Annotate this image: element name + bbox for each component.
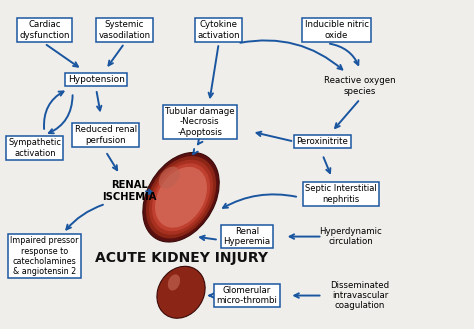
Text: Tubular damage
-Necrosis
-Apoptosis: Tubular damage -Necrosis -Apoptosis — [165, 107, 235, 137]
Text: Cytokine
activation: Cytokine activation — [198, 20, 240, 40]
Text: Hyperdynamic
circulation: Hyperdynamic circulation — [319, 227, 382, 246]
Ellipse shape — [159, 166, 180, 189]
Text: Impaired pressor
response to
catecholamines
& angiotensin 2: Impaired pressor response to catecholami… — [10, 236, 79, 276]
Text: Peroxinitrite: Peroxinitrite — [297, 137, 348, 146]
Ellipse shape — [149, 160, 213, 235]
Text: Inducible nitric
oxide: Inducible nitric oxide — [305, 20, 369, 40]
Text: RENAL
ISCHEMIA: RENAL ISCHEMIA — [102, 180, 156, 201]
Ellipse shape — [143, 153, 219, 242]
Text: Cardiac
dysfunction: Cardiac dysfunction — [19, 20, 70, 40]
Text: Glomerular
micro-thrombi: Glomerular micro-thrombi — [217, 286, 277, 305]
Ellipse shape — [168, 274, 180, 291]
Ellipse shape — [157, 266, 205, 318]
Text: Disseminated
intravascular
coagulation: Disseminated intravascular coagulation — [330, 281, 390, 311]
Text: Systemic
vasodilation: Systemic vasodilation — [99, 20, 151, 40]
Text: Septic Interstitial
nephritis: Septic Interstitial nephritis — [305, 184, 377, 204]
Ellipse shape — [146, 156, 216, 239]
Ellipse shape — [152, 163, 210, 231]
Text: Hypotension: Hypotension — [68, 75, 125, 84]
Text: Sympathetic
activation: Sympathetic activation — [9, 139, 61, 158]
Text: Renal
Hyperemia: Renal Hyperemia — [223, 227, 271, 246]
Text: ACUTE KIDNEY INJURY: ACUTE KIDNEY INJURY — [94, 251, 267, 265]
Text: Reactive oxygen
species: Reactive oxygen species — [324, 76, 396, 95]
Text: Reduced renal
perfusion: Reduced renal perfusion — [74, 125, 137, 145]
Ellipse shape — [155, 167, 207, 228]
